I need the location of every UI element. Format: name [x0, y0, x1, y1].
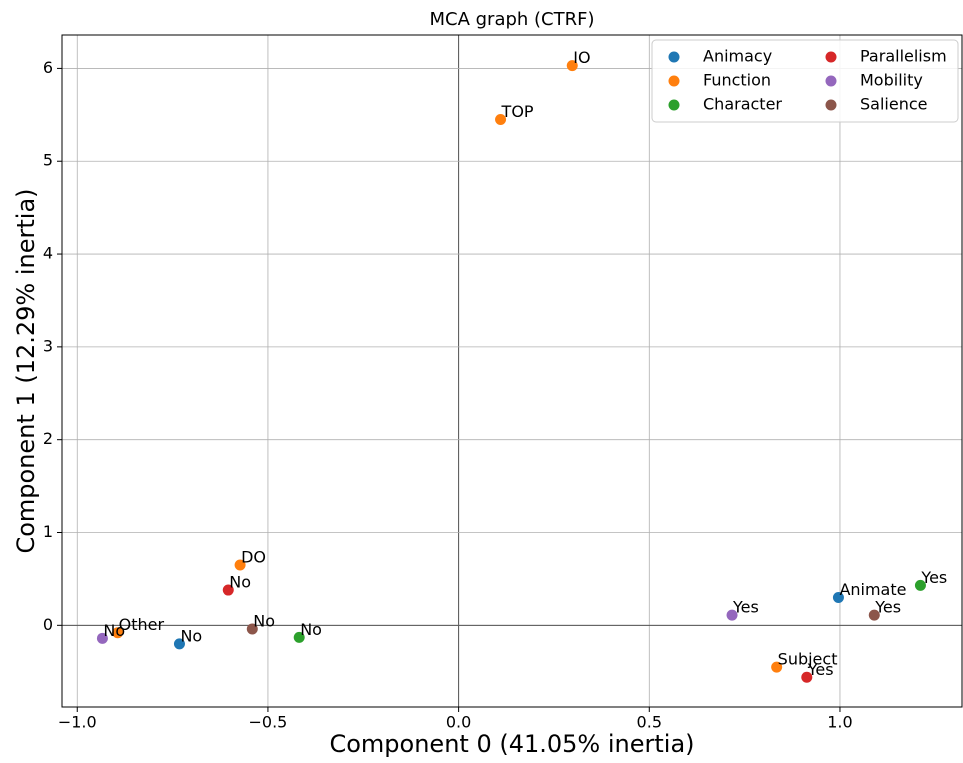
point-label: TOP: [501, 102, 534, 121]
point-label: Other: [119, 615, 165, 634]
x-tick-label: −0.5: [249, 713, 288, 732]
plot-frame: [61, 34, 963, 708]
x-axis-label: Component 0 (41.05% inertia): [329, 730, 694, 758]
legend-marker: [668, 51, 680, 63]
point: [726, 609, 738, 621]
point: [832, 591, 844, 603]
y-tick-label: 1: [43, 522, 53, 541]
point-label: No: [103, 621, 125, 640]
legend-marker: [668, 75, 680, 87]
x-tick-label: −1.0: [58, 713, 97, 732]
point-label: Yes: [920, 568, 947, 587]
legend-label: Animacy: [703, 47, 772, 66]
y-tick-label: 0: [43, 615, 53, 634]
x-tick-label: 0.5: [637, 713, 662, 732]
point-label: No: [180, 626, 202, 645]
point: [222, 584, 234, 596]
legend-label: Parallelism: [860, 47, 947, 66]
legend-box: [651, 39, 959, 123]
legend-marker: [825, 99, 837, 111]
point: [868, 609, 880, 621]
point-label: IO: [573, 48, 590, 67]
point: [234, 559, 246, 571]
point-label: Subject: [778, 650, 838, 669]
point: [173, 638, 185, 650]
point-label: No: [253, 612, 275, 631]
point: [495, 113, 507, 125]
point: [801, 671, 813, 683]
legend-label: Character: [703, 95, 782, 114]
x-tick-label: 0.0: [446, 713, 471, 732]
point: [96, 632, 108, 644]
y-tick-label: 3: [43, 336, 53, 355]
legend-marker: [668, 99, 680, 111]
point: [293, 631, 305, 643]
point: [914, 579, 926, 591]
legend-label: Mobility: [860, 71, 923, 90]
point-label: Animate: [839, 580, 906, 599]
y-axis-label: Component 1 (12.29% inertia): [12, 188, 40, 553]
y-tick-label: 6: [43, 58, 53, 77]
point: [112, 627, 124, 639]
point-label: Yes: [874, 598, 901, 617]
y-tick-label: 4: [43, 244, 53, 263]
point: [566, 60, 578, 72]
legend-label: Function: [703, 71, 771, 90]
point-label: DO: [241, 547, 266, 566]
point-label: No: [229, 573, 251, 592]
y-tick-label: 5: [43, 151, 53, 170]
legend-marker: [825, 51, 837, 63]
legend-marker: [825, 75, 837, 87]
point-label: No: [300, 620, 322, 639]
point-label: Yes: [732, 598, 759, 617]
y-tick-label: 2: [43, 429, 53, 448]
point: [771, 661, 783, 673]
x-tick-label: 1.0: [827, 713, 852, 732]
chart-title: MCA graph (CTRF): [429, 9, 594, 30]
point: [246, 623, 258, 635]
legend-label: Salience: [860, 95, 927, 114]
point-label: Yes: [807, 660, 834, 679]
